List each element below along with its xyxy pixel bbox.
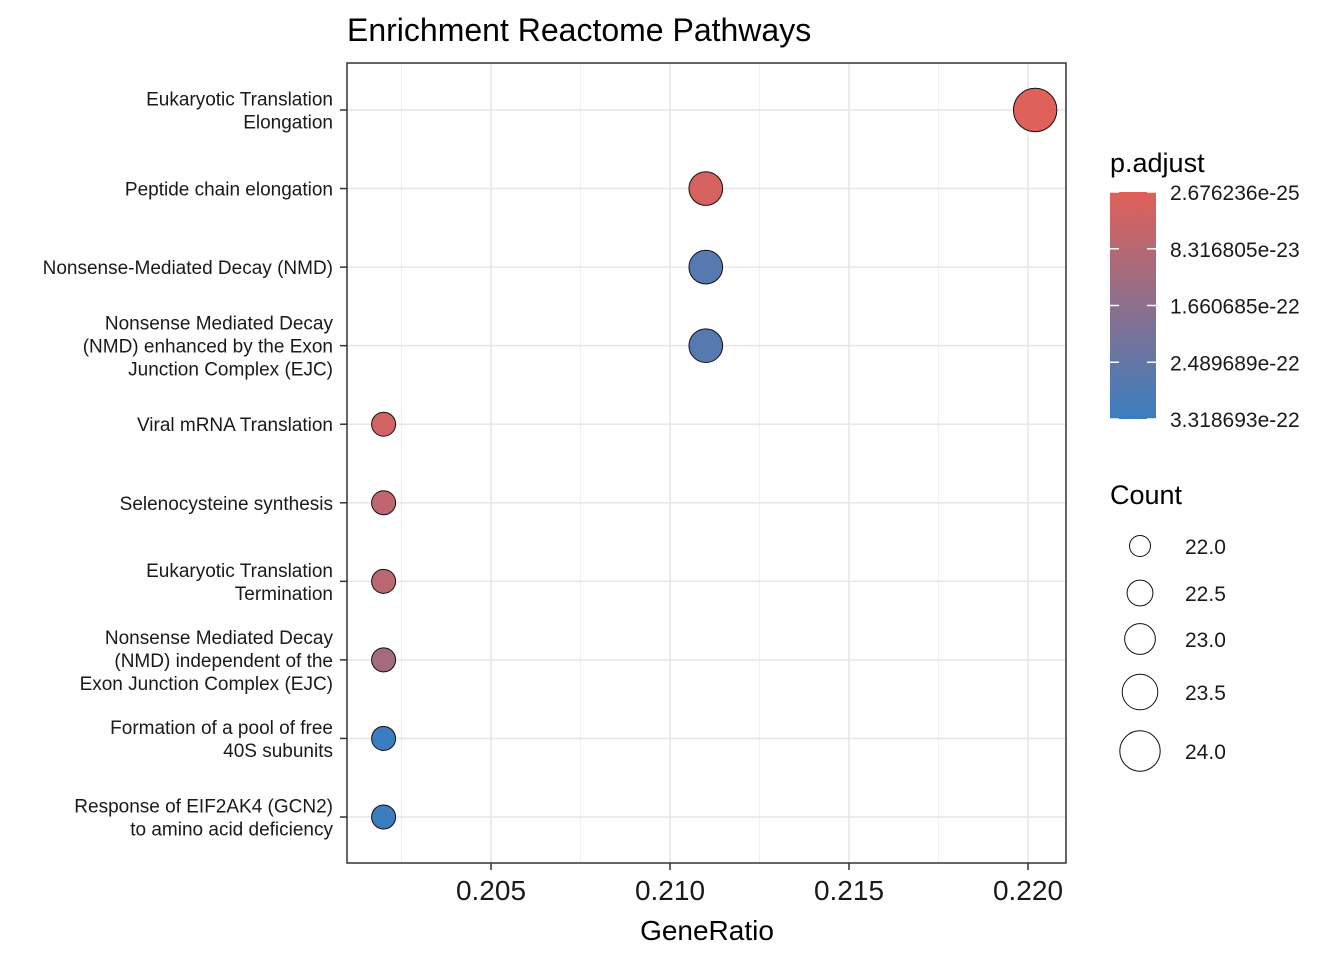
data-point [371, 804, 397, 830]
plot-panel-border [346, 62, 1067, 864]
y-tick-label: Nonsense Mediated Decay [105, 314, 334, 335]
y-tick-label: to amino acid deficiency [130, 820, 333, 841]
size-legend-circle [1121, 673, 1159, 711]
y-tick-label: Eukaryotic Translation [146, 561, 333, 582]
size-legend-label: 23.0 [1185, 629, 1226, 652]
gridlines [347, 63, 1066, 863]
y-tick-label: Eukaryotic Translation [146, 90, 333, 111]
y-tick-label: Nonsense-Mediated Decay (NMD) [43, 258, 333, 279]
data-point [371, 411, 397, 437]
color-legend-label: 2.676236e-25 [1170, 182, 1300, 205]
y-tick-label: Response of EIF2AK4 (GCN2) [74, 797, 333, 818]
size-legend-circle [1129, 535, 1151, 557]
data-point [688, 328, 724, 364]
y-tick-label: Nonsense Mediated Decay [105, 628, 334, 649]
y-tick-label: Termination [235, 584, 333, 605]
data-points [371, 87, 1058, 830]
y-tick-label: Selenocysteine synthesis [120, 494, 333, 515]
y-tick-label: 40S subunits [223, 741, 333, 762]
x-axis-title: GeneRatio [640, 915, 774, 946]
x-tick-label: 0.215 [814, 875, 884, 906]
data-point [371, 725, 397, 751]
data-point [688, 171, 724, 206]
color-legend-label: 8.316805e-23 [1170, 239, 1300, 262]
size-legend: Count 22.0 22.5 23.0 23.5 24.0 [1110, 480, 1226, 772]
size-legend-title: Count [1110, 480, 1183, 510]
x-axis: 0.205 0.210 0.215 0.220 [456, 863, 1063, 906]
size-legend-label: 22.5 [1185, 583, 1226, 606]
y-tick-label: Elongation [243, 113, 333, 134]
color-legend-title: p.adjust [1110, 148, 1205, 178]
size-legend-circle [1124, 623, 1156, 655]
y-tick-label: Formation of a pool of free [110, 718, 333, 739]
y-tick-label: Peptide chain elongation [125, 180, 333, 201]
y-tick-label: Junction Complex (EJC) [128, 360, 333, 381]
y-tick-label: Exon Junction Complex (EJC) [80, 674, 333, 695]
size-legend-circle [1126, 579, 1154, 607]
data-point [371, 568, 397, 594]
x-tick-label: 0.220 [993, 875, 1063, 906]
x-tick-label: 0.205 [456, 875, 526, 906]
y-tick-label: Viral mRNA Translation [137, 415, 333, 436]
data-point [1012, 87, 1058, 133]
color-legend-label: 3.318693e-22 [1170, 409, 1300, 432]
data-point [371, 647, 397, 673]
size-legend-label: 23.5 [1185, 682, 1226, 705]
data-point [688, 249, 724, 285]
color-legend: p.adjust 2.676236e-25 8.316805e-23 1.66068… [1110, 148, 1300, 432]
size-legend-label: 22.0 [1185, 536, 1226, 559]
x-tick-label: 0.210 [635, 875, 705, 906]
color-legend-label: 2.489689e-22 [1170, 352, 1300, 375]
color-legend-label: 1.660685e-22 [1170, 296, 1300, 319]
y-tick-label: (NMD) enhanced by the Exon [83, 337, 333, 358]
y-axis: Eukaryotic TranslationElongationPeptide … [43, 90, 347, 841]
data-point [371, 490, 397, 516]
size-legend-label: 24.0 [1185, 741, 1226, 764]
size-legend-circle [1119, 730, 1161, 772]
chart-title: Enrichment Reactome Pathways [347, 12, 811, 48]
y-tick-label: (NMD) independent of the [114, 651, 333, 672]
